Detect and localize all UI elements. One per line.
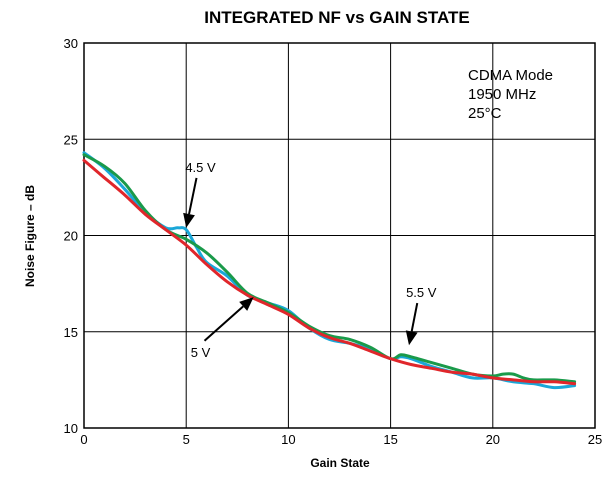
annotation-arrow-shaft — [188, 177, 198, 215]
annotation-arrow-shaft — [410, 302, 419, 332]
x-tick-labels: 0 5 10 15 20 25 — [80, 432, 602, 447]
annotation-label: 4.5 V — [185, 160, 216, 175]
series-line-5-5-v — [82, 158, 577, 386]
y-tick-labels: 10 15 20 25 30 — [64, 36, 78, 436]
conditions-box: CDMA Mode 1950 MHz 25°C — [468, 67, 553, 122]
annotation-label: 5 V — [191, 345, 211, 360]
x-tick-label: 20 — [486, 432, 500, 447]
series-line-5-v — [82, 153, 577, 384]
annotations: 4.5 V 5 V 5.5 V — [183, 160, 437, 360]
y-tick-label: 25 — [64, 132, 78, 147]
y-axis-title: Noise Figure – dB — [23, 185, 37, 287]
series-line-4-5-v — [82, 151, 577, 390]
annotation-label: 5.5 V — [406, 285, 437, 300]
x-tick-label: 10 — [281, 432, 295, 447]
y-tick-label: 30 — [64, 36, 78, 51]
x-tick-label: 15 — [383, 432, 397, 447]
annotation-arrow-head — [405, 330, 418, 346]
y-tick-label: 15 — [64, 325, 78, 340]
condition-mode: CDMA Mode — [468, 67, 553, 84]
y-tick-label: 20 — [64, 229, 78, 244]
x-tick-label: 0 — [80, 432, 87, 447]
annotation-arrow-shaft — [203, 305, 244, 342]
series-group — [82, 151, 577, 390]
x-tick-label: 25 — [588, 432, 602, 447]
plot-frame — [83, 42, 596, 429]
grid — [84, 43, 595, 428]
condition-frequency: 1950 MHz — [468, 86, 536, 103]
x-axis-title: Gain State — [310, 456, 370, 470]
x-tick-label: 5 — [183, 432, 190, 447]
condition-temperature: 25°C — [468, 105, 502, 122]
annotation-arrow-head — [183, 212, 195, 228]
annotation-arrow-head — [239, 297, 254, 311]
chart-title: INTEGRATED NF vs GAIN STATE — [204, 8, 469, 27]
y-tick-label: 10 — [64, 421, 78, 436]
